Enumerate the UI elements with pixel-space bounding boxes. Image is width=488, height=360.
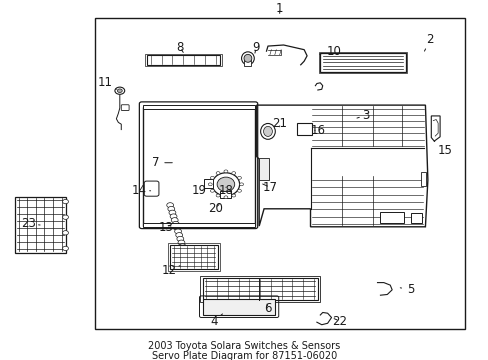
Ellipse shape (241, 52, 254, 65)
Text: 20: 20 (207, 202, 222, 215)
Text: 10: 10 (319, 45, 341, 58)
Circle shape (216, 194, 220, 197)
Circle shape (169, 210, 176, 215)
Text: 9: 9 (252, 41, 260, 54)
Circle shape (171, 218, 178, 223)
Bar (142, 105, 255, 109)
Circle shape (173, 225, 180, 230)
Text: 19: 19 (192, 184, 206, 197)
Bar (259, 158, 268, 180)
Text: 15: 15 (433, 141, 451, 157)
Circle shape (175, 233, 182, 238)
Circle shape (231, 172, 235, 175)
Circle shape (174, 229, 181, 234)
Bar (203, 278, 317, 300)
Circle shape (224, 170, 227, 173)
Circle shape (208, 183, 212, 186)
Bar (142, 107, 255, 226)
Text: 23: 23 (21, 217, 40, 230)
Text: 22: 22 (332, 315, 346, 328)
Text: 12: 12 (161, 264, 180, 277)
Bar (318, 52, 407, 73)
Bar (95, 18, 464, 329)
Circle shape (62, 199, 68, 204)
Bar (203, 299, 275, 315)
Bar (142, 223, 255, 227)
Text: 7: 7 (151, 156, 172, 169)
Polygon shape (256, 105, 427, 227)
Text: 5: 5 (400, 283, 414, 296)
Bar (200, 276, 320, 302)
Circle shape (237, 176, 241, 179)
Circle shape (181, 251, 188, 256)
Bar (168, 243, 220, 271)
Text: 8: 8 (176, 41, 183, 54)
Circle shape (62, 231, 68, 235)
Bar (145, 54, 221, 66)
Circle shape (166, 203, 173, 208)
Circle shape (62, 246, 68, 251)
Text: 6: 6 (264, 302, 271, 315)
Text: 2: 2 (424, 33, 433, 51)
Circle shape (210, 189, 214, 192)
Circle shape (231, 194, 235, 197)
Bar (320, 53, 405, 72)
Circle shape (177, 236, 183, 241)
Ellipse shape (217, 177, 234, 192)
Circle shape (180, 248, 187, 253)
Bar (410, 213, 421, 223)
Text: 17: 17 (262, 181, 277, 194)
Circle shape (62, 215, 68, 219)
FancyBboxPatch shape (121, 105, 129, 111)
Circle shape (239, 183, 243, 186)
Text: 21: 21 (272, 117, 286, 130)
Text: 3: 3 (356, 109, 369, 122)
Text: 11: 11 (98, 76, 116, 89)
FancyBboxPatch shape (144, 181, 159, 196)
Text: 1: 1 (275, 2, 283, 15)
Text: Servo Plate Diagram for 87151-06020: Servo Plate Diagram for 87151-06020 (152, 351, 336, 360)
Bar (244, 60, 251, 66)
Bar (220, 191, 230, 198)
Ellipse shape (263, 126, 272, 136)
Circle shape (224, 196, 227, 199)
Circle shape (117, 89, 122, 93)
Ellipse shape (244, 54, 251, 62)
Circle shape (216, 172, 220, 175)
Bar (15, 197, 66, 253)
Bar (204, 179, 213, 188)
Polygon shape (430, 116, 439, 141)
Text: 2003 Toyota Solara Switches & Sensors: 2003 Toyota Solara Switches & Sensors (148, 341, 340, 351)
Text: 14: 14 (132, 184, 150, 197)
Text: 4: 4 (210, 314, 222, 328)
Ellipse shape (212, 173, 239, 196)
Bar (297, 123, 311, 135)
Text: 16: 16 (310, 124, 325, 137)
Circle shape (210, 176, 214, 179)
Circle shape (115, 87, 124, 94)
Circle shape (167, 206, 174, 211)
Circle shape (178, 240, 184, 245)
Bar (420, 172, 426, 186)
Circle shape (172, 221, 179, 226)
Bar (146, 55, 220, 65)
Circle shape (170, 214, 177, 219)
Circle shape (179, 244, 185, 249)
Bar (170, 245, 218, 269)
Circle shape (237, 189, 241, 192)
Bar (380, 212, 403, 223)
Text: 18: 18 (218, 184, 233, 197)
Text: 13: 13 (159, 221, 173, 234)
Ellipse shape (260, 123, 275, 139)
